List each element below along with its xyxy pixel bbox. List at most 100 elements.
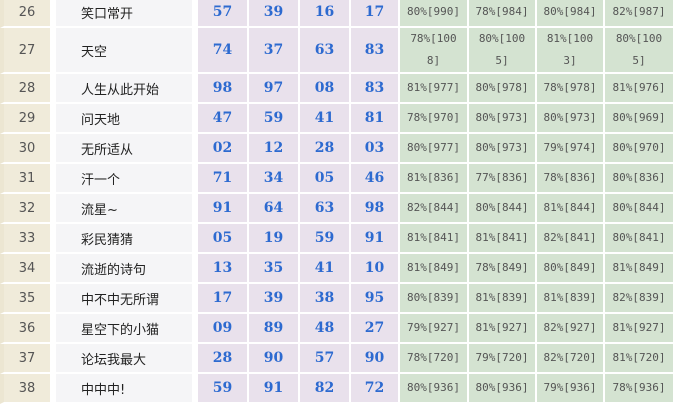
number-cell: 41 xyxy=(300,104,351,134)
percent-cell: 82%[844] xyxy=(400,194,469,224)
percent-cell: 80%[839] xyxy=(400,284,469,314)
percent-cell: 80%[836] xyxy=(605,164,675,194)
number-cell: 17 xyxy=(198,284,249,314)
divider xyxy=(194,0,198,28)
user-name: 彩民猜猜 xyxy=(56,224,194,254)
divider xyxy=(194,314,198,344)
number-cell: 34 xyxy=(249,164,300,194)
percent-cell: 81%[977] xyxy=(400,74,469,104)
row-index: 28 xyxy=(0,74,52,104)
row-index: 36 xyxy=(0,314,52,344)
divider xyxy=(52,224,56,254)
number-cell: 57 xyxy=(300,344,351,374)
percent-cell: 80%[973] xyxy=(469,104,537,134)
row-index: 37 xyxy=(0,344,52,374)
row-index: 29 xyxy=(0,104,52,134)
divider xyxy=(194,254,198,284)
number-cell: 05 xyxy=(198,224,249,254)
number-cell: 74 xyxy=(198,28,249,74)
row-index: 26 xyxy=(0,0,52,28)
number-cell: 91 xyxy=(249,374,300,404)
percent-cell: 80%[978] xyxy=(469,74,537,104)
divider xyxy=(52,284,56,314)
number-cell: 39 xyxy=(249,0,300,28)
percent-cell: 80%[969] xyxy=(605,104,675,134)
divider xyxy=(52,28,56,74)
percent-cell: 80%[970] xyxy=(605,134,675,164)
percent-cell: 78%[836] xyxy=(537,164,605,194)
table-row: 35 中不中无所谓 17 39 38 95 80%[839] 81%[839] 81%[839]… xyxy=(0,284,675,314)
row-index: 35 xyxy=(0,284,52,314)
divider xyxy=(52,134,56,164)
number-cell: 48 xyxy=(300,314,351,344)
number-cell: 81 xyxy=(351,104,400,134)
table-row: 33 彩民猜猜 05 19 59 91 81%[841] 81%[841] 82%[841] 80… xyxy=(0,224,675,254)
divider xyxy=(194,224,198,254)
percent-cell: 80%[984] xyxy=(537,0,605,28)
number-cell: 27 xyxy=(351,314,400,344)
percent-cell: 81%[849] xyxy=(605,254,675,284)
user-name: 汗一个 xyxy=(56,164,194,194)
percent-cell: 81%[1003] xyxy=(537,28,605,74)
user-name: 无所适从 xyxy=(56,134,194,164)
percent-cell: 80%[977] xyxy=(400,134,469,164)
percent-cell: 82%[987] xyxy=(605,0,675,28)
number-cell: 47 xyxy=(198,104,249,134)
divider xyxy=(194,344,198,374)
number-cell: 82 xyxy=(300,374,351,404)
percent-cell: 81%[844] xyxy=(537,194,605,224)
percent-cell: 78%[720] xyxy=(400,344,469,374)
percent-cell: 78%[849] xyxy=(469,254,537,284)
user-name: 天空 xyxy=(56,28,194,74)
number-cell: 63 xyxy=(300,28,351,74)
percent-cell: 81%[720] xyxy=(605,344,675,374)
row-index: 34 xyxy=(0,254,52,284)
user-name: 论坛我最大 xyxy=(56,344,194,374)
percent-cell: 81%[841] xyxy=(400,224,469,254)
number-cell: 91 xyxy=(198,194,249,224)
table-row: 36 星空下的小猫 09 89 48 27 79%[927] 81%[927] 82%[927]… xyxy=(0,314,675,344)
number-cell: 59 xyxy=(300,224,351,254)
number-cell: 39 xyxy=(249,284,300,314)
table-row: 30 无所适从 02 12 28 03 80%[977] 80%[973] 79%[974] 80… xyxy=(0,134,675,164)
divider xyxy=(52,254,56,284)
number-cell: 98 xyxy=(198,74,249,104)
number-cell: 38 xyxy=(300,284,351,314)
percent-cell: 78%[984] xyxy=(469,0,537,28)
table-row: 32 流星~ 91 64 63 98 82%[844] 80%[844] 81%[844] 80%… xyxy=(0,194,675,224)
percent-cell: 81%[927] xyxy=(469,314,537,344)
percent-cell: 82%[839] xyxy=(605,284,675,314)
user-name: 笑口常开 xyxy=(56,0,194,28)
table-row: 27 天空 74 37 63 83 78%[1008] 80%[1005] 81%[1003] 8… xyxy=(0,28,675,74)
divider xyxy=(52,0,56,28)
percent-cell: 82%[841] xyxy=(537,224,605,254)
number-cell: 12 xyxy=(249,134,300,164)
number-cell: 46 xyxy=(351,164,400,194)
table-row: 31 汗一个 71 34 05 46 81%[836] 77%[836] 78%[836] 80%… xyxy=(0,164,675,194)
divider xyxy=(52,104,56,134)
percent-cell: 81%[839] xyxy=(537,284,605,314)
user-name: 流逝的诗句 xyxy=(56,254,194,284)
row-index: 33 xyxy=(0,224,52,254)
table-row: 38 中中中! 59 91 82 72 80%[936] 80%[936] 79%[936] 78… xyxy=(0,374,675,404)
percent-cell: 80%[841] xyxy=(605,224,675,254)
user-name: 问天地 xyxy=(56,104,194,134)
row-index: 38 xyxy=(0,374,52,404)
percent-cell: 81%[839] xyxy=(469,284,537,314)
percent-cell: 80%[973] xyxy=(537,104,605,134)
divider xyxy=(52,74,56,104)
table-row: 29 问天地 47 59 41 81 78%[970] 80%[973] 80%[973] 80%… xyxy=(0,104,675,134)
table-row: 26 笑口常开 57 39 16 17 80%[990] 78%[984] 80%[984] 82… xyxy=(0,0,675,28)
divider xyxy=(194,164,198,194)
row-index: 32 xyxy=(0,194,52,224)
percent-cell: 81%[841] xyxy=(469,224,537,254)
user-name: 流星~ xyxy=(56,194,194,224)
table-row: 34 流逝的诗句 13 35 41 10 81%[849] 78%[849] 80%[849] 8… xyxy=(0,254,675,284)
percent-cell: 80%[1005] xyxy=(605,28,675,74)
number-cell: 08 xyxy=(300,74,351,104)
percent-cell: 80%[936] xyxy=(400,374,469,404)
number-cell: 83 xyxy=(351,74,400,104)
number-cell: 91 xyxy=(351,224,400,254)
divider xyxy=(194,374,198,404)
